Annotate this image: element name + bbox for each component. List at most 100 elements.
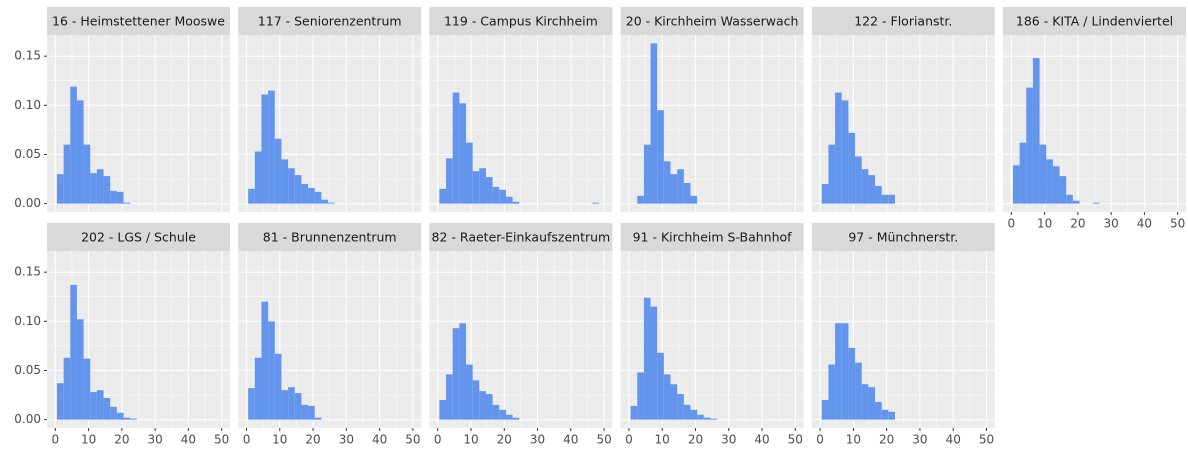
histogram-bar [459,103,466,204]
histogram-bar [657,110,664,204]
strip-background [1003,7,1186,35]
strip-label: 20 - Kirchheim Wasserwach [626,14,799,29]
histogram-bar [592,202,600,204]
histogram-bar [670,384,678,420]
histogram-bar [70,86,77,204]
y-tick-label: 0.15 [14,49,41,63]
y-tick-label: 0.00 [14,196,41,210]
histogram-bar [643,144,651,204]
histogram-bar [274,353,282,420]
y-tick-label: 0.10 [14,98,41,112]
histogram-bar [83,144,91,204]
histogram-bar [630,405,638,420]
histogram-bar [485,177,493,204]
histogram-bar [677,169,684,204]
x-tick-label: 0 [51,433,59,447]
x-tick-label: 30 [1103,217,1118,231]
y-tick-label: 0.05 [14,147,41,161]
histogram-bar [855,362,862,420]
x-tick-label: 50 [214,433,229,447]
x-tick-label: 20 [688,433,703,447]
histogram-bar [505,414,513,420]
histogram-bar [637,195,644,204]
histogram-bar [703,417,711,420]
histogram-bar [881,409,889,420]
x-tick-label: 10 [81,433,96,447]
histogram-bar [288,168,295,204]
histogram-bar [70,284,77,420]
x-tick-label: 30 [721,433,736,447]
histogram-bar [848,347,856,420]
strip-background [620,223,804,251]
histogram-bar [881,194,889,204]
x-tick-label: 10 [846,433,861,447]
x-tick-label: 40 [181,433,196,447]
y-tick-label: 0.10 [14,314,41,328]
histogram-bar [314,417,322,420]
histogram-bar [248,188,255,204]
histogram-bar [861,384,869,420]
x-tick-label: 40 [372,433,387,447]
histogram-bar [821,399,829,420]
histogram-bar [683,182,691,204]
strip-background [811,223,995,251]
histogram-bar [710,418,718,420]
strip-background [47,223,230,251]
strip-label: 117 - Seniorenzentrum [258,14,402,29]
histogram-bar [1039,144,1047,204]
x-tick-label: 40 [1137,217,1152,231]
histogram-bar [314,191,322,204]
x-tick-label: 0 [816,433,824,447]
y-tick-label: 0.05 [14,363,41,377]
histogram-bar [650,306,658,420]
histogram-bar [828,144,836,204]
histogram-bar [261,301,269,420]
histogram-bar [76,100,84,204]
x-tick-label: 40 [754,433,769,447]
histogram-bar [492,186,500,204]
histogram-bar [439,399,447,420]
histogram-bar [294,175,302,204]
histogram-bar [56,383,64,420]
histogram-bar [308,405,315,420]
strip-background [620,7,804,35]
histogram-bar [116,191,124,204]
histogram-bar [663,374,671,420]
strip-background [47,7,230,35]
facet-panel: 119 - Campus Kirchheim [429,7,613,212]
histogram-bar [56,174,64,204]
strip-label: 82 - Raeter-Einkaufszentrum [432,230,611,245]
histogram-bar [683,404,691,420]
histogram-bar [96,390,104,420]
histogram-bar [663,161,671,204]
histogram-bar [96,169,104,204]
x-tick-label: 50 [979,433,994,447]
x-tick-label: 10 [655,433,670,447]
histogram-bar [821,183,829,204]
strip-background [429,223,613,251]
histogram-bar [875,401,882,420]
facet-panel: 186 - KITA / Lindenviertel 0 10 20 30 40 50 [1003,7,1186,231]
histogram-bar [841,323,849,420]
y-tick-label: 0.15 [14,265,41,279]
histogram-bar [281,390,289,420]
facet-panel: 91 - Kirchheim S-Bahnhof 0 10 20 30 40 50 [620,223,804,447]
histogram-bar [868,175,876,204]
histogram-bar [63,144,71,204]
histogram-bar [888,411,895,420]
facet-panel: 97 - Münchnerstr. 0 10 20 30 40 50 [811,223,995,447]
strip-label: 91 - Kirchheim S-Bahnhof [633,230,793,245]
x-tick-label: 0 [1007,217,1015,231]
histogram-bar [1026,87,1033,204]
histogram-bar [308,187,315,204]
strip-background [811,7,995,35]
strip-label: 202 - LGS / Schule [81,230,196,245]
strip-label: 119 - Campus Kirchheim [444,14,598,29]
histogram-bar [670,174,678,204]
histogram-bar [83,358,91,420]
histogram-bar [492,404,500,420]
histogram-bar [479,391,486,420]
histogram-bar [439,188,447,204]
histogram-bar [657,352,664,420]
histogram-bar [63,357,71,420]
